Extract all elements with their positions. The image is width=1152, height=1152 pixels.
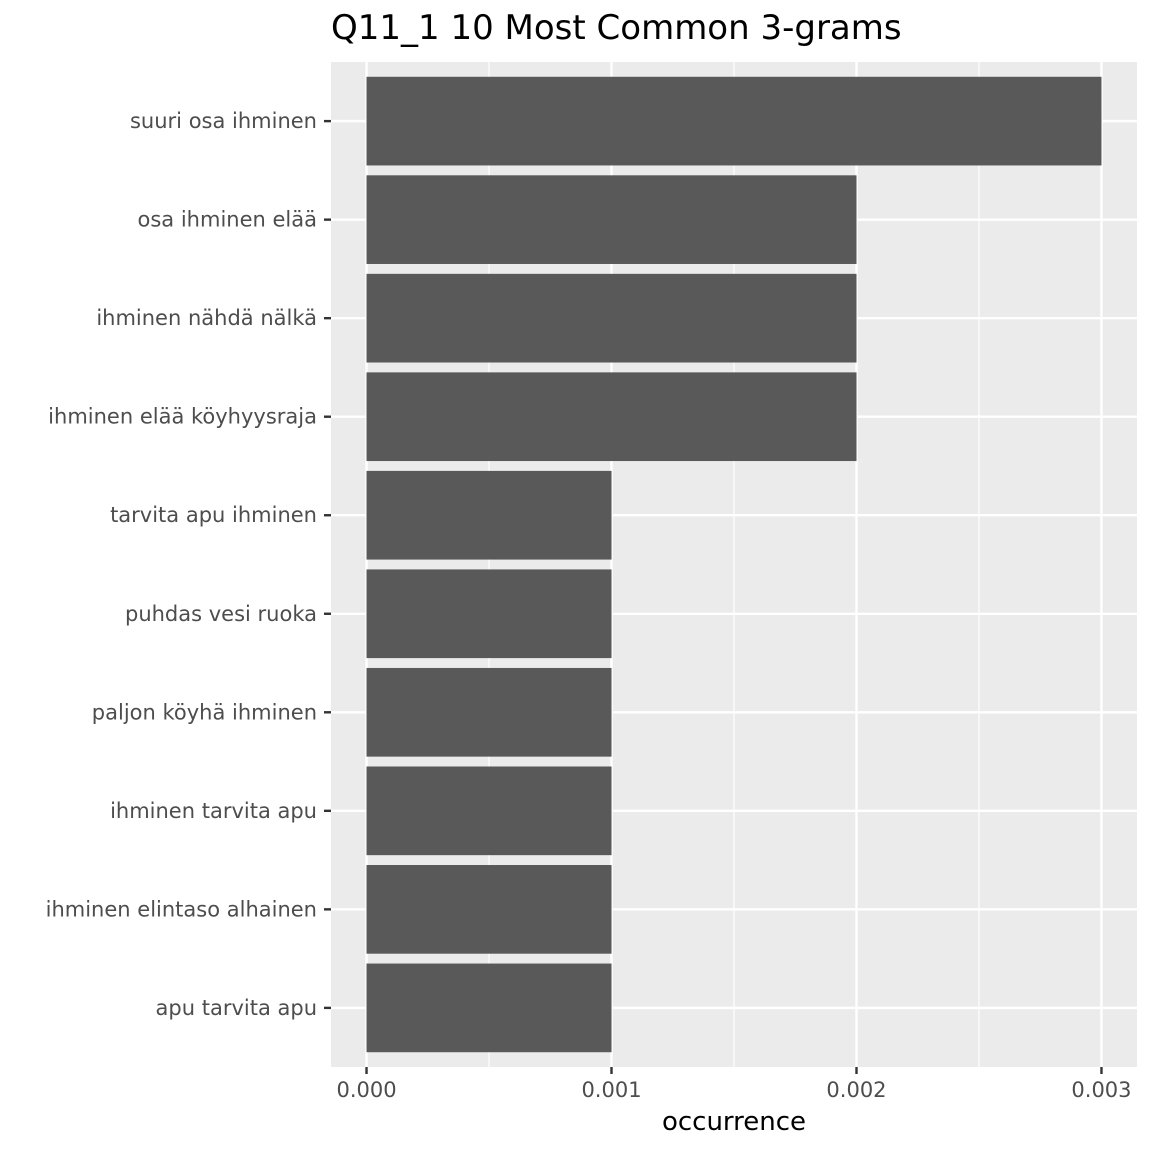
y-tick-label: osa ihminen elää: [138, 208, 317, 232]
x-axis: 0.000 0.001 0.002 0.003: [336, 1067, 1132, 1102]
bar: [366, 963, 612, 1053]
x-axis-title: occurrence: [662, 1107, 806, 1137]
bar: [366, 372, 857, 462]
y-tick-label: tarvita apu ihminen: [110, 503, 317, 527]
y-tick-label: apu tarvita apu: [156, 996, 317, 1020]
y-tick-label: ihminen elää köyhyysraja: [48, 405, 317, 429]
y-axis: suuri osa ihminen osa ihminen elää ihminen…: [46, 109, 331, 1020]
y-tick-label: ihminen nähdä nälkä: [96, 306, 317, 330]
bar: [366, 273, 857, 363]
bar: [366, 175, 857, 264]
bar: [366, 667, 612, 757]
bar: [366, 865, 612, 954]
bar: [366, 766, 612, 856]
bar: [366, 76, 1102, 166]
bar: [366, 569, 612, 659]
x-tick-label: 0.001: [581, 1078, 641, 1102]
x-tick-label: 0.002: [826, 1078, 886, 1102]
y-tick-label: ihminen elintaso alhainen: [46, 897, 317, 921]
y-tick-label: paljon köyhä ihminen: [92, 700, 317, 724]
y-tick-label: ihminen tarvita apu: [110, 799, 317, 823]
bars: [366, 76, 1102, 1053]
y-tick-label: suuri osa ihminen: [130, 109, 317, 133]
y-tick-label: puhdas vesi ruoka: [125, 602, 317, 626]
x-tick-label: 0.003: [1071, 1078, 1131, 1102]
chart-title: Q11_1 10 Most Common 3-grams: [331, 8, 902, 48]
x-tick-label: 0.000: [336, 1078, 396, 1102]
bar: [366, 470, 612, 560]
